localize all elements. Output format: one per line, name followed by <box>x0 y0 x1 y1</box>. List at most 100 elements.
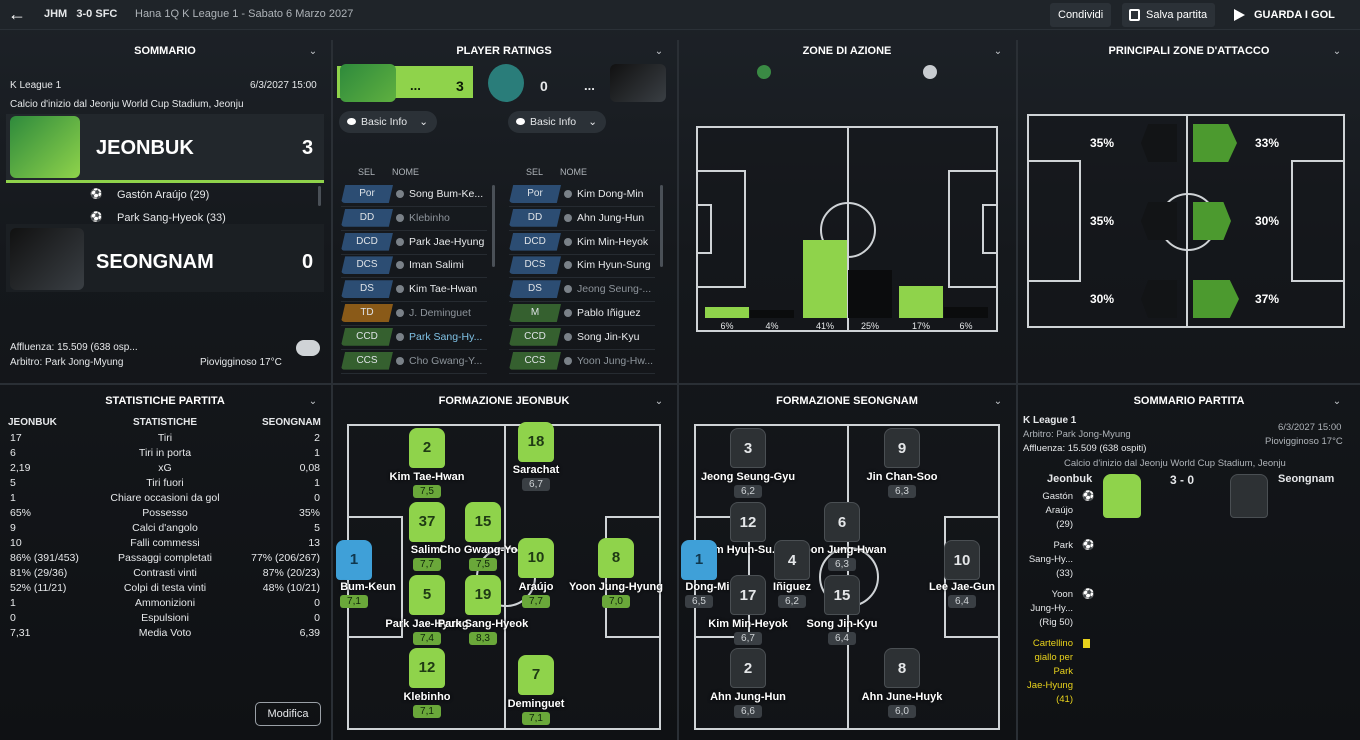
watch-goals-button[interactable]: GUARDA I GOL <box>1228 3 1343 27</box>
zone-label: 17% <box>911 321 930 331</box>
player-shirt[interactable]: 2 <box>409 428 445 468</box>
player-shirt[interactable]: 17 <box>730 575 766 615</box>
edit-button[interactable]: Modifica <box>255 702 321 726</box>
stat-name: Possesso <box>142 507 188 519</box>
player-name-text: Yoon Jung-Hw... <box>577 354 654 367</box>
player-name[interactable]: Cho Gwang-Y... <box>396 355 482 367</box>
rating-badge: 6,7 <box>734 632 762 645</box>
player-name[interactable]: Jeong Seung-... <box>564 283 651 295</box>
player-shirt[interactable]: 2 <box>730 648 766 688</box>
player-name[interactable]: Kim Hyun-Sung <box>564 259 651 271</box>
match-score: 3 - 0 <box>1170 473 1195 487</box>
event-text: (33) <box>1056 568 1073 579</box>
player-shirt[interactable]: 15 <box>465 502 501 542</box>
player-name[interactable]: Song Bum-Ke... <box>396 188 483 200</box>
player-name[interactable]: Klebinho <box>396 212 450 224</box>
event-text: Park <box>1053 540 1073 551</box>
player-name[interactable]: Kim Dong-Min <box>564 188 644 200</box>
chevron-down-icon[interactable]: ⌄ <box>1332 396 1342 407</box>
datetime-label: 6/3/2027 15:00 <box>250 80 317 91</box>
rating-badge: 6,2 <box>734 485 762 498</box>
player-shirt[interactable]: 15 <box>824 575 860 615</box>
player-shirt[interactable]: 10 <box>944 540 980 580</box>
player-shirt[interactable]: 9 <box>884 428 920 468</box>
card-text: giallo per <box>1034 652 1073 663</box>
player-shirt[interactable]: 12 <box>409 648 445 688</box>
player-name[interactable]: Ahn Jung-Hun <box>564 212 644 224</box>
player-shirt[interactable]: 6 <box>824 502 860 542</box>
away-info-dropdown[interactable]: Basic Info ⌄ <box>508 111 606 133</box>
player-name[interactable]: Kim Min-Heyok <box>564 236 648 248</box>
position-badge: CCS <box>341 351 393 370</box>
player-shirt[interactable]: 8 <box>598 538 634 578</box>
player-name[interactable]: Kim Tae-Hwan <box>396 283 477 295</box>
event-text: Gastón <box>1042 491 1073 502</box>
seongnam-crest-icon <box>10 228 84 290</box>
chevron-down-icon[interactable]: ⌄ <box>1332 46 1342 57</box>
rating-badge: 7,1 <box>522 712 550 725</box>
floppy-icon <box>1129 9 1140 21</box>
player-name[interactable]: Pablo Iñiguez <box>564 307 641 319</box>
rating-badge: 8,3 <box>469 632 497 645</box>
stat-name: Colpi di testa vinti <box>123 582 207 594</box>
player-name: Salimi <box>410 544 444 556</box>
card-text: Park <box>1053 666 1073 677</box>
kickoff-label: Calcio d'inizio dal Jeonju World Cup Sta… <box>1064 458 1286 469</box>
player-name: Kim Hyun-Su... <box>702 544 782 556</box>
player-shirt[interactable]: 8 <box>884 648 920 688</box>
player-shirt[interactable]: 3 <box>730 428 766 468</box>
back-arrow-icon[interactable]: ← <box>8 4 26 24</box>
chevron-down-icon[interactable]: ⌄ <box>654 46 664 57</box>
player-name[interactable]: Song Jin-Kyu <box>564 331 639 343</box>
player-shirt[interactable]: 19 <box>465 575 501 615</box>
player-shirt[interactable]: 1 <box>681 540 717 580</box>
stat-name: Contrasti vinti <box>133 567 197 579</box>
home-attack-centre: 35% <box>1090 214 1115 228</box>
player-name-text: Klebinho <box>409 211 450 224</box>
player-shirt[interactable]: 7 <box>518 655 554 695</box>
player-name[interactable]: Park Sang-Hy... <box>396 331 482 343</box>
chevron-down-icon[interactable]: ⌄ <box>308 396 318 407</box>
rating-badge: 6,6 <box>734 705 762 718</box>
ball-icon: ⚽ <box>1082 491 1095 502</box>
player-name[interactable]: Park Jae-Hyung <box>396 236 484 248</box>
player-shirt[interactable]: 18 <box>518 422 554 462</box>
attendance-label: Affluenza: 15.509 (638 ospiti) <box>1023 443 1147 454</box>
row-divider <box>509 325 655 326</box>
position-badge: M <box>509 304 561 322</box>
player-name[interactable]: J. Deminguet <box>396 307 471 319</box>
home-team-name: Jeonbuk <box>1047 473 1093 485</box>
player-shirt[interactable]: 5 <box>409 575 445 615</box>
share-button[interactable]: Condividi <box>1050 3 1112 27</box>
player-name-text: J. Deminguet <box>409 307 471 319</box>
player-name[interactable]: Yoon Jung-Hw... <box>564 355 653 367</box>
chevron-down-icon[interactable]: ⌄ <box>654 396 664 407</box>
player-name-text: Ahn Jung-Hun <box>577 211 645 224</box>
divider <box>0 383 1360 385</box>
row-divider <box>509 372 655 374</box>
chevron-down-icon[interactable]: ⌄ <box>993 396 1003 407</box>
player-shirt[interactable]: 4 <box>774 540 810 580</box>
kickoff-label: Calcio d'inizio dal Jeonju World Cup Sta… <box>10 99 244 110</box>
person-icon <box>564 332 572 341</box>
player-shirt[interactable]: 1 <box>336 540 372 580</box>
player-shirt[interactable]: 12 <box>730 502 766 542</box>
row-divider <box>341 229 487 231</box>
chevron-down-icon[interactable]: ⌄ <box>993 46 1003 57</box>
scrollbar[interactable] <box>660 185 663 267</box>
player-shirt[interactable]: 10 <box>518 538 554 578</box>
away-attack-arrow <box>1193 124 1237 162</box>
home-attack-right: 30% <box>1090 292 1115 306</box>
player-shirt[interactable]: 37 <box>409 502 445 542</box>
home-info-dropdown[interactable]: Basic Info ⌄ <box>339 111 437 133</box>
stat-row: 86% (391/453) Passaggi completati 77% (206… <box>0 552 330 567</box>
scrollbar[interactable] <box>492 185 495 267</box>
scrollbar[interactable] <box>318 186 321 206</box>
save-match-button[interactable]: Salva partita <box>1122 3 1216 27</box>
rain-cloud-icon <box>296 340 320 356</box>
chevron-down-icon[interactable]: ⌄ <box>308 46 318 57</box>
player-name[interactable]: Iman Salimi <box>396 259 464 271</box>
jeonbuk-crest-icon <box>757 65 771 79</box>
event-text: (Rig 50) <box>1039 617 1073 628</box>
player-name: Sarachat <box>512 464 560 476</box>
